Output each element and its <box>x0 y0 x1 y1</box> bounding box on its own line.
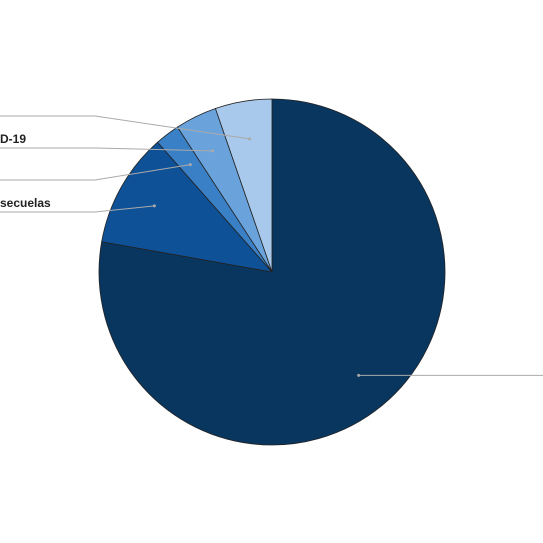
leader-line <box>0 147 213 152</box>
leader-line <box>0 205 155 213</box>
leader-line <box>0 164 191 181</box>
slice-label: D-19 <box>0 132 26 146</box>
leader-line <box>0 115 250 140</box>
leader-dot <box>188 163 192 167</box>
pie-slice <box>101 141 274 273</box>
leader-dot <box>357 373 361 377</box>
leader-dot <box>152 204 156 208</box>
pie-slice <box>214 98 273 273</box>
leader-dot <box>211 149 215 153</box>
leader-dot <box>248 137 252 141</box>
slice-label: secuelas <box>0 196 51 210</box>
